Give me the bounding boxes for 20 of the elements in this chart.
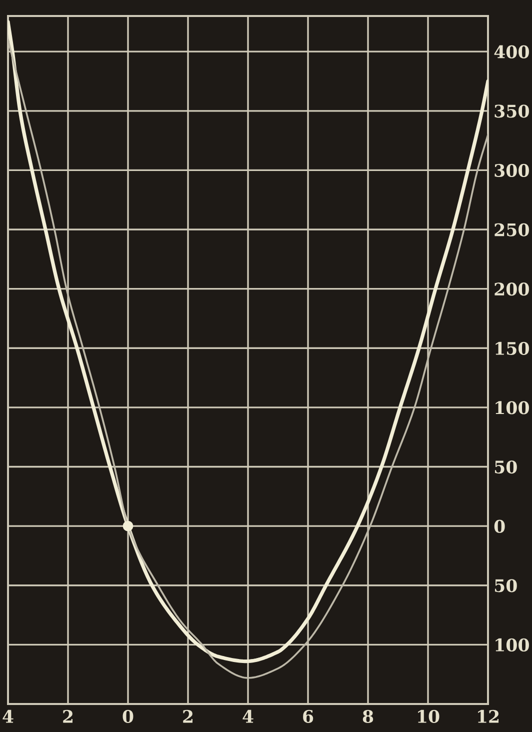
y-tick-label: 350	[494, 104, 529, 118]
x-tick-label: 6	[303, 710, 314, 723]
y-tick-label: 150	[496, 342, 529, 355]
x-tick-label: 2	[63, 710, 72, 723]
x-tick-label: 10	[418, 710, 440, 723]
y-tick-label: 0	[494, 520, 505, 533]
x-tick-label: 0	[122, 710, 134, 723]
y-tick-label: 400	[494, 45, 529, 58]
x-tick-label: 8	[362, 710, 374, 723]
y-tick-label: 250	[494, 223, 529, 236]
x-tick-label: 4	[2, 710, 14, 723]
y-tick-label: 50	[494, 579, 517, 592]
x-tick-label: 2	[183, 710, 192, 723]
y-tick-label: 100	[496, 401, 529, 414]
y-tick-label: 100	[496, 638, 529, 652]
x-tick-label: 12	[478, 710, 499, 723]
x-tick-label: 4	[242, 710, 254, 723]
y-tick-label: 200	[494, 282, 529, 296]
y-tick-label: 300	[494, 164, 529, 178]
y-tick-label: 50	[494, 460, 517, 474]
